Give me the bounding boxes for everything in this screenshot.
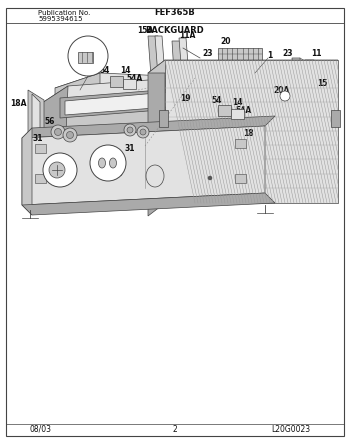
Text: Publication No.: Publication No.	[38, 10, 90, 16]
Circle shape	[90, 145, 126, 181]
Text: 24: 24	[95, 43, 105, 52]
Text: L20G0023: L20G0023	[271, 425, 310, 434]
Circle shape	[137, 126, 149, 138]
Circle shape	[43, 153, 77, 187]
Ellipse shape	[98, 158, 105, 168]
Polygon shape	[148, 60, 165, 216]
Polygon shape	[55, 73, 100, 153]
FancyBboxPatch shape	[35, 173, 46, 182]
Text: 18: 18	[243, 129, 253, 138]
Circle shape	[49, 162, 65, 178]
Text: 14: 14	[232, 98, 242, 107]
Text: FEF365B: FEF365B	[155, 8, 195, 17]
Polygon shape	[312, 88, 322, 148]
Polygon shape	[65, 91, 180, 115]
FancyBboxPatch shape	[77, 52, 92, 63]
Text: 46: 46	[113, 168, 123, 177]
FancyBboxPatch shape	[330, 109, 340, 126]
Polygon shape	[55, 73, 255, 95]
Text: 20: 20	[221, 36, 231, 46]
Polygon shape	[22, 116, 275, 138]
Text: 19: 19	[180, 94, 190, 103]
Text: 23: 23	[283, 48, 293, 57]
Polygon shape	[316, 90, 324, 150]
Polygon shape	[215, 78, 240, 140]
FancyBboxPatch shape	[217, 104, 231, 116]
Circle shape	[127, 127, 133, 133]
Circle shape	[68, 36, 108, 76]
Polygon shape	[172, 41, 185, 90]
Text: 08/03: 08/03	[30, 425, 52, 434]
Circle shape	[66, 132, 74, 138]
FancyBboxPatch shape	[122, 78, 135, 89]
Text: 54: 54	[100, 65, 110, 74]
Circle shape	[63, 128, 77, 142]
Polygon shape	[165, 60, 338, 203]
Circle shape	[280, 91, 290, 101]
FancyBboxPatch shape	[234, 173, 245, 182]
Circle shape	[124, 124, 136, 136]
Text: 1: 1	[267, 51, 273, 60]
Text: 31: 31	[33, 134, 43, 142]
Polygon shape	[155, 36, 166, 90]
FancyBboxPatch shape	[110, 76, 122, 86]
Text: 11: 11	[311, 48, 321, 57]
Text: 54: 54	[212, 95, 222, 104]
Text: 11A: 11A	[179, 30, 195, 39]
Polygon shape	[28, 90, 44, 150]
Polygon shape	[218, 48, 262, 78]
Text: BACKGUARD: BACKGUARD	[146, 26, 204, 35]
FancyBboxPatch shape	[159, 109, 168, 126]
Text: 54A: 54A	[236, 105, 252, 115]
Circle shape	[55, 129, 62, 135]
Text: 18A: 18A	[10, 99, 26, 108]
Polygon shape	[60, 88, 185, 118]
Polygon shape	[42, 90, 215, 153]
Circle shape	[51, 125, 65, 139]
Text: 5995394615: 5995394615	[38, 16, 83, 22]
Polygon shape	[22, 193, 275, 215]
Polygon shape	[305, 60, 317, 113]
Polygon shape	[148, 36, 162, 90]
Text: 69: 69	[65, 171, 75, 180]
Circle shape	[208, 176, 212, 180]
Polygon shape	[32, 94, 40, 146]
Polygon shape	[236, 78, 248, 132]
Polygon shape	[42, 86, 68, 170]
Text: 20A: 20A	[274, 86, 290, 95]
FancyBboxPatch shape	[35, 143, 46, 152]
Circle shape	[140, 129, 146, 135]
Text: 14: 14	[120, 65, 130, 74]
Text: 56: 56	[45, 116, 55, 125]
Polygon shape	[22, 128, 32, 215]
Text: 54A: 54A	[127, 73, 143, 82]
Ellipse shape	[146, 165, 164, 187]
Polygon shape	[148, 60, 338, 73]
Text: 31: 31	[125, 143, 135, 152]
Ellipse shape	[110, 158, 117, 168]
Text: 23: 23	[203, 48, 213, 57]
Polygon shape	[179, 38, 190, 90]
Polygon shape	[292, 58, 303, 103]
Text: 15A: 15A	[137, 26, 153, 34]
Polygon shape	[42, 73, 242, 103]
Polygon shape	[22, 126, 265, 205]
FancyBboxPatch shape	[231, 108, 244, 119]
Text: 15: 15	[317, 78, 327, 87]
Polygon shape	[310, 63, 318, 116]
FancyBboxPatch shape	[234, 138, 245, 147]
Text: 2: 2	[173, 425, 177, 434]
